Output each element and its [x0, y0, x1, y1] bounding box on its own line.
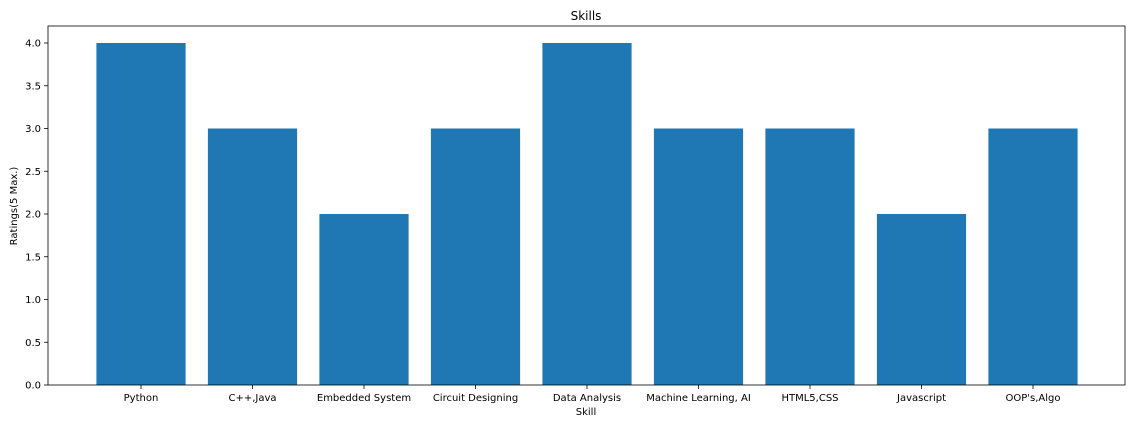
bar-6: [765, 128, 855, 385]
x-tick-label: Circuit Designing: [433, 393, 518, 404]
y-tick-label: 3.0: [25, 124, 41, 135]
x-axis-ticks: Python C++,Java Embedded System Circuit Des…: [124, 385, 1061, 404]
plot-frame: [47, 25, 1126, 386]
bar-2: [319, 214, 409, 385]
bar-1: [207, 128, 298, 385]
x-tick-label: Machine Learning, AI: [646, 393, 751, 404]
y-tick-label: 1.0: [25, 295, 41, 306]
x-tick-label: Python: [124, 393, 159, 404]
x-tick-label: Embedded System: [317, 393, 411, 404]
y-tick-label: 0.0: [25, 381, 41, 392]
y-tick-label: 4.0: [25, 39, 41, 50]
x-tick-label: Data Analysis: [553, 393, 621, 404]
bar-0: [96, 43, 186, 385]
y-tick-label: 2.5: [25, 167, 41, 178]
bar-3: [430, 128, 521, 385]
y-tick-label: 2.0: [25, 210, 41, 221]
y-axis-label: Ratings(5 Max.): [9, 167, 20, 246]
bar-5: [653, 128, 744, 385]
y-tick-label: 0.5: [25, 338, 41, 349]
x-tick-label: C++,Java: [228, 393, 276, 404]
x-tick-label: OOP's,Algo: [1006, 393, 1061, 404]
y-tick-label: 3.5: [25, 81, 41, 92]
x-tick-label: HTML5,CSS: [781, 393, 838, 404]
chart-title: Skills: [571, 9, 602, 23]
bar-8: [988, 128, 1078, 385]
x-axis-label: Skill: [576, 407, 596, 418]
y-axis-ticks: 0.0 0.5 1.0 1.5 2.0 2.5 3.0 3.5 4.0: [25, 39, 48, 392]
y-tick-label: 1.5: [25, 252, 41, 263]
bar-7: [876, 214, 967, 385]
bar-4: [542, 43, 632, 385]
x-tick-label: Javascript: [896, 393, 946, 404]
bars-group: [96, 43, 1078, 385]
